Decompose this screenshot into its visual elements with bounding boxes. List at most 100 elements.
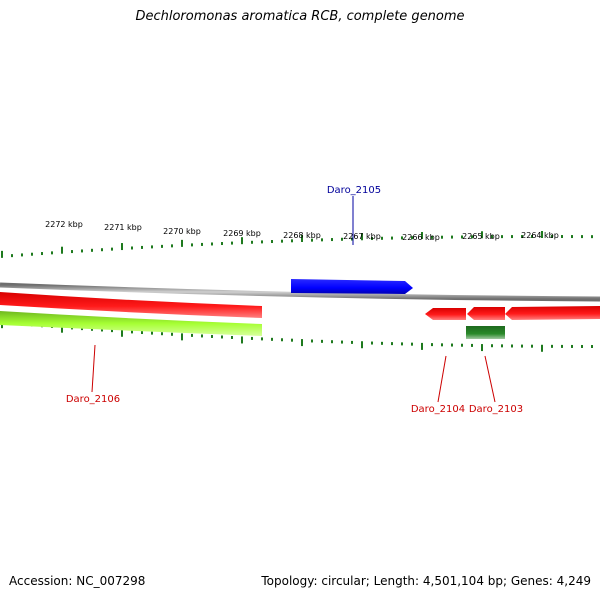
- minor-tick: [231, 335, 233, 339]
- minor-tick: [451, 235, 453, 239]
- minor-tick: [381, 236, 383, 240]
- major-tick: [361, 341, 363, 349]
- minor-tick: [471, 343, 473, 347]
- major-tick: [61, 246, 63, 254]
- minor-tick: [531, 235, 533, 239]
- minor-tick: [311, 339, 313, 343]
- minor-tick: [561, 235, 563, 239]
- minor-tick: [521, 235, 523, 239]
- minor-tick: [171, 332, 173, 336]
- minor-tick: [291, 239, 293, 243]
- minor-tick: [201, 334, 203, 338]
- gene-daro-2103-rna[interactable]: [466, 326, 505, 339]
- minor-tick: [591, 344, 593, 348]
- minor-tick: [371, 341, 373, 345]
- minor-tick: [21, 253, 23, 257]
- minor-tick: [381, 341, 383, 345]
- minor-tick: [131, 246, 133, 250]
- minor-tick: [411, 236, 413, 240]
- minor-tick: [341, 237, 343, 241]
- minor-tick: [591, 235, 593, 239]
- minor-tick: [261, 240, 263, 244]
- minor-tick: [291, 338, 293, 342]
- minor-tick: [191, 243, 193, 247]
- major-tick: [181, 333, 183, 341]
- leader-daro-2103: [484, 355, 496, 403]
- gene-daro-2105[interactable]: [291, 279, 413, 294]
- minor-tick: [401, 236, 403, 240]
- minor-tick: [91, 327, 93, 331]
- minor-tick: [131, 330, 133, 334]
- accession-text: Accession: NC_007298: [9, 574, 146, 588]
- minor-tick: [511, 344, 513, 348]
- minor-tick: [111, 329, 113, 333]
- minor-tick: [151, 245, 153, 249]
- minor-tick: [461, 343, 463, 347]
- scale-label: 2265 kbp: [462, 232, 500, 241]
- scale-labels: 2272 kbp 2271 kbp 2270 kbp 2269 kbp 2268…: [45, 220, 559, 242]
- minor-tick: [431, 235, 433, 239]
- minor-tick: [81, 249, 83, 253]
- major-tick: [301, 339, 303, 347]
- gene-daro-2104[interactable]: [425, 308, 466, 320]
- scale-label: 2270 kbp: [163, 227, 201, 236]
- gene-unlabeled-right[interactable]: [505, 306, 600, 320]
- major-tick: [421, 232, 423, 240]
- minor-tick: [271, 337, 273, 341]
- minor-tick: [471, 235, 473, 239]
- minor-tick: [221, 335, 223, 339]
- minor-tick: [331, 238, 333, 242]
- minor-tick: [271, 240, 273, 244]
- gene-label-daro-2106: Daro_2106: [66, 394, 120, 405]
- major-tick: [61, 325, 63, 333]
- minor-tick: [441, 343, 443, 347]
- minor-tick: [281, 338, 283, 342]
- genome-summary-text: Topology: circular; Length: 4,501,104 bp…: [261, 574, 591, 588]
- scale-label: 2272 kbp: [45, 220, 83, 229]
- minor-tick: [551, 235, 553, 239]
- minor-tick: [281, 239, 283, 243]
- minor-tick: [151, 331, 153, 335]
- minor-tick: [501, 344, 503, 348]
- minor-tick: [371, 237, 373, 241]
- minor-tick: [401, 342, 403, 346]
- minor-tick: [581, 344, 583, 348]
- minor-tick: [531, 344, 533, 348]
- minor-tick: [461, 235, 463, 239]
- major-tick: [121, 329, 123, 337]
- minor-tick: [351, 237, 353, 241]
- major-tick: [541, 231, 543, 239]
- gene-daro-2106-rna[interactable]: [0, 311, 262, 336]
- minor-tick: [451, 343, 453, 347]
- major-tick: [301, 234, 303, 242]
- scale-label: 2269 kbp: [223, 229, 261, 238]
- minor-tick: [141, 331, 143, 335]
- minor-tick: [191, 333, 193, 337]
- minor-tick: [211, 242, 213, 246]
- minor-tick: [551, 344, 553, 348]
- minor-tick: [391, 236, 393, 240]
- minor-tick: [561, 344, 563, 348]
- minor-tick: [141, 245, 143, 249]
- major-tick: [241, 336, 243, 344]
- major-tick: [481, 344, 483, 352]
- label-leaders: [91, 196, 496, 403]
- minor-tick: [201, 242, 203, 246]
- major-tick: [1, 250, 3, 258]
- minor-tick: [351, 340, 353, 344]
- minor-tick: [321, 339, 323, 343]
- minor-tick: [101, 328, 103, 332]
- outer-scale-ticks: [1, 231, 593, 258]
- minor-tick: [491, 344, 493, 348]
- major-tick: [421, 342, 423, 350]
- scale-label: 2271 kbp: [104, 223, 142, 232]
- gene-label-daro-2104: Daro_2104: [411, 404, 465, 415]
- gene-daro-2106[interactable]: [0, 292, 262, 318]
- gene-label-daro-2105: Daro_2105: [327, 185, 381, 196]
- gene-label-daro-2103: Daro_2103: [469, 404, 523, 415]
- gene-daro-2103[interactable]: [467, 307, 505, 320]
- minor-tick: [221, 242, 223, 246]
- minor-tick: [31, 252, 33, 256]
- minor-tick: [161, 332, 163, 336]
